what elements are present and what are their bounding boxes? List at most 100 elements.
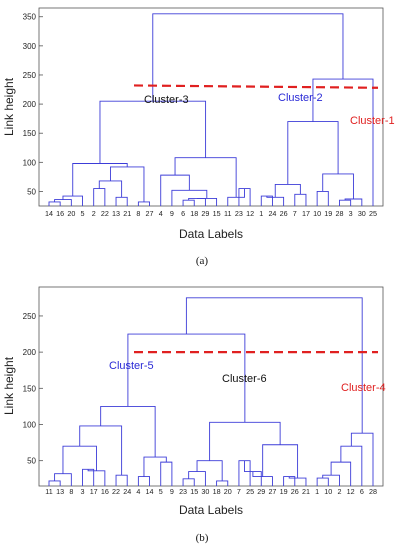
panel-a-merge-link: [48, 201, 61, 206]
panel-b-y-tick-label: 200: [23, 348, 37, 357]
panel-a-merge-link: [62, 195, 83, 206]
panel-a-leaf-label: 4: [159, 209, 163, 218]
panel-a-y-tick-label: 350: [23, 13, 37, 22]
panel-b-cluster-label-4: Cluster-4: [341, 382, 386, 394]
panel-b-y-tick-label: 100: [23, 420, 37, 429]
panel-b-cluster-label-6: Cluster-6: [222, 373, 267, 385]
panel-b-leaf-label: 30: [201, 487, 209, 496]
panel-b-leaf-label: 13: [56, 487, 64, 496]
panel-b-tree: [48, 297, 374, 486]
panel-a-leaf-label: 9: [170, 209, 174, 218]
panel-b-cluster-label-5: Cluster-5: [109, 360, 154, 372]
panel-a-tree: [48, 13, 374, 206]
panel-a-leaf-label: 28: [335, 209, 343, 218]
panel-a-y-tick-label: 150: [23, 129, 37, 138]
panel-a-merge-link: [98, 180, 123, 198]
panel-a-merge-link: [227, 188, 245, 206]
panel-b-leaf-label: 7: [237, 487, 241, 496]
panel-a-plot-frame: [38, 7, 384, 207]
panel-b-leaf-label: 17: [90, 487, 98, 496]
panel-a-leaf-label: 27: [146, 209, 154, 218]
panel-a-merge-link: [93, 188, 106, 206]
panel-b-merge-link: [79, 425, 123, 476]
panel-b-leaf-label: 23: [179, 487, 187, 496]
panel-b-leaf-label: 11: [45, 487, 52, 496]
panel-a-leaf-label: 17: [302, 209, 310, 218]
panel-b-merge-link: [252, 471, 273, 486]
panel-b-leaf-labels: 11 13 8 3 17 16 22 24 4 14 5 9 23 15 30 18 20 7 25 29 27 19 26…: [45, 487, 377, 496]
panel-b-merge-link: [185, 297, 363, 434]
panel-a-leaf-label: 15: [213, 209, 221, 218]
panel-a-merge-link: [188, 197, 206, 206]
panel-b-merge-link: [87, 469, 106, 486]
panel-a-merge-link: [99, 100, 207, 164]
panel-a-y-tick-label: 200: [23, 100, 37, 109]
panel-a-leaf-label: 29: [201, 209, 209, 218]
panel-a-leaf-label: 13: [112, 209, 120, 218]
panel-a-leaf-label: 7: [293, 209, 297, 218]
panel-b-y-tick-label: 50: [27, 457, 36, 466]
panel-a-merge-link: [316, 190, 329, 206]
panel-b-leaf-label: 26: [291, 487, 299, 496]
panel-a-merge-link: [137, 201, 151, 206]
panel-a-merge-link: [152, 13, 344, 102]
panel-a-leaf-label: 22: [101, 209, 109, 218]
panel-a-leaf-labels: 14 16 20 5 2 22 13 21 8 27 4 9 6 18 29 15 11 23 12 1 24 26 7 17…: [45, 209, 377, 218]
panel-b-leaf-label: 16: [101, 487, 109, 496]
panel-a-caption: (a): [196, 255, 209, 267]
panel-b-leaf-label: 21: [302, 487, 310, 496]
panel-b-merge-link: [137, 476, 151, 486]
panel-a-merge-link: [344, 198, 363, 206]
panel-b-merge-link: [262, 444, 299, 479]
panel-a-merge-link: [197, 197, 218, 206]
panel-a-leaf-label: 1: [259, 209, 263, 218]
panel-a-cutoff-line: [133, 84, 379, 89]
panel-b-leaf-label: 15: [190, 487, 198, 496]
panel-a-y-tick-label: 250: [23, 71, 37, 80]
panel-a-cluster-label-3: Cluster-3: [144, 94, 189, 106]
panel-b-leaf-label: 24: [123, 487, 131, 496]
panel-a-merge-link: [54, 199, 72, 206]
panel-b-y-tick-label: 250: [23, 312, 37, 321]
panel-b-leaf-label: 18: [213, 487, 221, 496]
panel-b-merge-link: [316, 477, 329, 486]
panel-a-merge-link: [174, 157, 237, 198]
panel-a-leaf-label: 8: [136, 209, 140, 218]
panel-b-leaf-label: 22: [112, 487, 120, 496]
panel-a-merge-link: [287, 121, 339, 185]
panel-a-x-axis-title: Data Labels: [179, 227, 243, 241]
panel-a-leaf-label: 21: [123, 209, 131, 218]
panel-a-leaf-label: 19: [324, 209, 332, 218]
panel-a-merge-link: [266, 196, 285, 206]
panel-a-leaf-label: 14: [45, 209, 53, 218]
panel-a-y-ticks: 50 100 150 200 250 300 350: [23, 13, 43, 196]
panel-a-leaf-label: 30: [358, 209, 366, 218]
panel-a-merge-link: [339, 199, 352, 206]
panel-a-y-axis-title: Link height: [2, 77, 16, 136]
panel-a-merge-link: [274, 184, 301, 198]
panel-b-x-axis-title: Data Labels: [179, 503, 243, 517]
panel-b-merge-link: [160, 461, 173, 486]
panel-a-leaf-label: 12: [246, 209, 254, 218]
panel-a-leaf-label: 24: [268, 209, 276, 218]
panel-a-merge-link: [322, 173, 354, 200]
panel-b-leaf-label: 2: [337, 487, 341, 496]
panel-a-leaf-label: 18: [190, 209, 198, 218]
panel-b-leaf-label: 9: [170, 487, 174, 496]
panel-b-merge-link: [330, 461, 352, 486]
panel-b-leaf-label: 14: [146, 487, 154, 496]
panel-b-leaf-label: 19: [280, 487, 288, 496]
panel-b-y-axis-title: Link height: [2, 356, 16, 415]
panel-b-merge-link: [182, 478, 195, 486]
panel-b-merge-link: [196, 460, 223, 481]
panel-b-leaf-label: 27: [268, 487, 276, 496]
panel-b-caption: (b): [196, 532, 209, 544]
panel-a-merge-link: [182, 199, 195, 206]
panel-b-merge-link: [100, 405, 156, 458]
panel-b-merge-link: [350, 432, 374, 486]
panel-b-leaf-label: 1: [315, 487, 319, 496]
panel-a-merge-link: [72, 163, 128, 197]
panel-b-merge-link: [209, 421, 281, 461]
panel-a-leaf-label: 20: [67, 209, 75, 218]
